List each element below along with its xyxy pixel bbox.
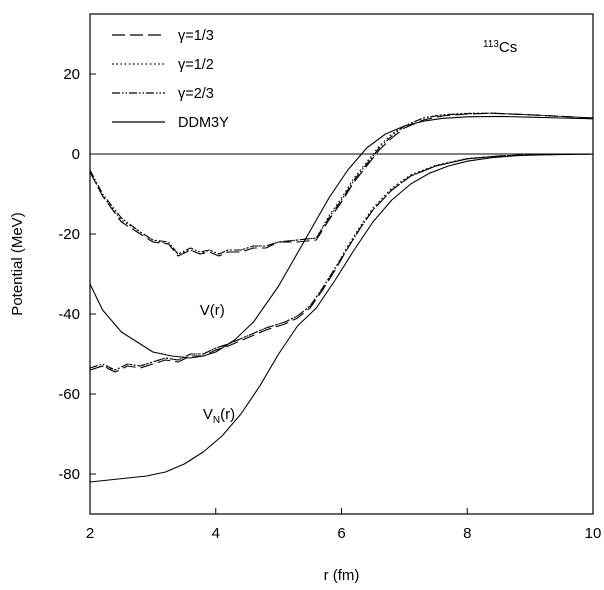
series-line-vnr-solid: [89, 153, 594, 483]
y-tick-label: -20: [58, 226, 80, 243]
x-axis-title: r (fm): [324, 567, 360, 584]
series-layer: [89, 112, 594, 483]
y-tick-label: 0: [72, 146, 80, 163]
y-tick-label: 20: [63, 66, 80, 83]
nucleus-symbol: Cs: [499, 39, 517, 56]
nucleus-mass-number: 113: [483, 39, 499, 50]
x-tick-label: 8: [463, 525, 471, 542]
y-axis-ticks: -80 -60 -40 -20 0 20: [58, 66, 96, 483]
series-line-vnr-dotted: [89, 153, 594, 371]
nuclear-label-subscript: N: [213, 415, 220, 426]
y-tick-label: -40: [58, 306, 80, 323]
nuclear-label-base: V: [203, 406, 213, 423]
legend-entry-label: DDM3Y: [178, 115, 229, 131]
series-line-vr-long-dash: [89, 112, 594, 257]
y-axis-title: Potential (MeV): [9, 212, 26, 315]
legend-entry-label: γ=2/3: [178, 86, 214, 102]
legend-entry-label: γ=1/2: [178, 57, 214, 73]
nuclear-potential-label: VN(r): [203, 406, 235, 426]
nuclear-label-tail: (r): [220, 406, 235, 423]
x-tick-label: 6: [337, 525, 345, 542]
legend-entry-label: γ=1/3: [178, 28, 214, 44]
series-line-vr-solid: [89, 115, 594, 359]
x-axis-ticks: 2 4 6 8 10: [86, 508, 602, 542]
series-line-vnr-long-dash: [89, 153, 594, 373]
nucleus-label: 113Cs: [483, 39, 517, 56]
x-tick-label: 4: [212, 525, 220, 542]
total-potential-label: V(r): [200, 302, 225, 319]
series-line-vr-dash-dot-dot: [89, 112, 594, 255]
x-tick-label: 10: [585, 525, 602, 542]
x-tick-label: 2: [86, 525, 94, 542]
plot-frame: [89, 13, 594, 515]
series-line-vr-dotted: [89, 112, 594, 255]
y-tick-label: -60: [58, 386, 80, 403]
legend: γ=1/3 γ=1/2 γ=2/3 DDM3Y: [112, 28, 229, 131]
y-tick-label: -80: [58, 466, 80, 483]
series-line-vnr-dash-dot-dot: [89, 153, 594, 371]
